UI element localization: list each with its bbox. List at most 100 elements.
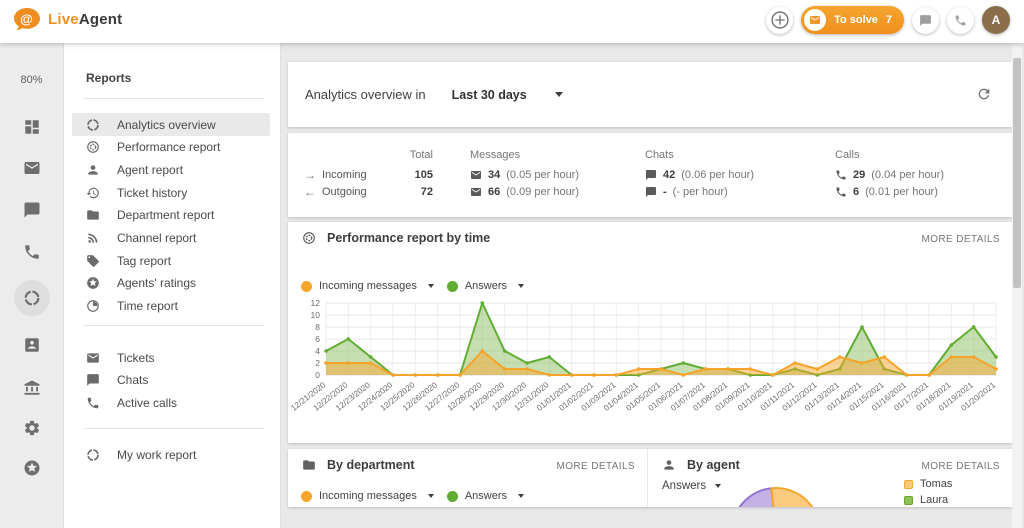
sidebar-item-label: Agent report: [117, 162, 184, 177]
arrow-right-icon: →: [304, 168, 316, 182]
sidebar-item-analytics-overview[interactable]: Analytics overview: [72, 113, 270, 136]
legend-answers[interactable]: Answers: [446, 280, 525, 292]
messages-rate: (0.05 per hour): [506, 169, 580, 181]
svg-text:4: 4: [315, 346, 320, 356]
legend-label: Tomas: [920, 478, 953, 490]
phone-icon: [23, 243, 41, 261]
rail-item-bank[interactable]: [14, 370, 50, 406]
ring-icon: [23, 289, 41, 307]
total-value: 105: [414, 169, 433, 181]
col-calls: Calls: [835, 149, 860, 161]
sidebar-item-channel-report[interactable]: Channel report: [72, 227, 270, 250]
legend-answers[interactable]: Answers: [446, 490, 525, 502]
rail-item-star-circle[interactable]: [14, 450, 50, 486]
sidebar-item-label: Ticket history: [117, 185, 188, 200]
liveagent-logo[interactable]: @ LiveAgent: [13, 7, 122, 31]
stats-row-incoming: → Incoming 105 34 (0.05 per hour) 42 (0.06…: [288, 169, 1012, 184]
calls-button[interactable]: [947, 6, 974, 34]
chevron-down-icon: [554, 92, 563, 97]
calls-value: 29: [853, 169, 866, 181]
legend-dot: [301, 280, 312, 292]
by-department-panel: By department MORE DETAILS Incoming mess…: [288, 449, 647, 507]
sidebar-item-tickets[interactable]: Tickets: [72, 346, 270, 369]
svg-text:10: 10: [311, 310, 321, 320]
legend-dot: [446, 490, 458, 502]
sidebar-item-label: My work report: [117, 447, 197, 462]
sidebar-item-chats[interactable]: Chats: [72, 369, 270, 392]
legend-label: Answers: [464, 490, 508, 502]
calls-rate: (0.04 per hour): [871, 169, 945, 181]
legend-dot: [446, 280, 458, 292]
sidebar-item-agents-ratings[interactable]: Agents' ratings: [72, 272, 270, 295]
mail-icon: [470, 169, 482, 181]
chat-icon: [919, 14, 932, 27]
agent-pie-chart: [738, 486, 814, 507]
scrollbar-thumb[interactable]: [1013, 58, 1021, 288]
divider: [84, 325, 264, 326]
legend-dot: [301, 490, 312, 502]
sidebar-title: Reports: [86, 71, 132, 85]
chat-icon: [86, 373, 100, 387]
rss-icon: [86, 231, 100, 245]
col-chats: Chats: [645, 149, 674, 161]
history-icon: [86, 186, 100, 200]
mail-icon: [86, 351, 100, 365]
mail-icon: [470, 186, 482, 198]
sidebar-item-time-report[interactable]: Time report: [72, 295, 270, 318]
sidebar-item-tag-report[interactable]: Tag report: [72, 249, 270, 272]
section-title: By agent: [687, 458, 740, 472]
legend-tomas[interactable]: Tomas: [904, 478, 952, 490]
svg-text:12: 12: [311, 298, 321, 308]
sidebar-item-label: Time report: [117, 299, 178, 314]
rail-item-dashboard[interactable]: [14, 109, 50, 145]
to-solve-button[interactable]: To solve 7: [801, 6, 904, 34]
liveagent-bubble-icon: @: [13, 7, 41, 31]
legend-incoming-messages[interactable]: Incoming messages: [301, 490, 434, 502]
sidebar-item-my-work-report[interactable]: My work report: [72, 443, 270, 466]
rail-item-mail[interactable]: [14, 150, 50, 186]
sidebar-item-ticket-history[interactable]: Ticket history: [72, 181, 270, 204]
chevron-down-icon: [518, 494, 525, 498]
add-button[interactable]: [766, 6, 794, 34]
ring-icon: [86, 118, 100, 132]
star-circle-icon: [23, 459, 41, 477]
agent-metric-select[interactable]: Answers: [662, 480, 722, 492]
sidebar-item-department-report[interactable]: Department report: [72, 204, 270, 227]
divider: [84, 98, 264, 99]
usage-percentage: 80%: [20, 74, 43, 86]
scrollbar-track[interactable]: [1012, 43, 1022, 528]
rail-item-contact-card[interactable]: [14, 327, 50, 363]
date-range-select[interactable]: Last 30 days: [452, 88, 563, 102]
sidebar-item-label: Analytics overview: [117, 117, 216, 132]
stats-card: Total Messages Chats Calls → Incoming 10…: [288, 133, 1012, 217]
bank-icon: [23, 379, 41, 397]
chats-button[interactable]: [912, 6, 939, 34]
sidebar-item-active-calls[interactable]: Active calls: [72, 391, 270, 414]
avatar[interactable]: A: [982, 6, 1010, 34]
rail-item-chat[interactable]: [14, 192, 50, 228]
phone-icon: [835, 186, 847, 198]
refresh-button[interactable]: [976, 86, 992, 102]
legend-label: Laura: [920, 494, 949, 506]
sidebar-item-performance-report[interactable]: Performance report: [72, 136, 270, 159]
person-icon: [662, 458, 676, 472]
svg-text:0: 0: [315, 370, 320, 380]
legend-laura[interactable]: Laura: [904, 494, 952, 506]
legend-incoming-messages[interactable]: Incoming messages: [301, 280, 434, 292]
to-solve-label: To solve: [834, 14, 878, 26]
more-details-link[interactable]: MORE DETAILS: [921, 461, 1000, 472]
messages-value: 34: [488, 169, 501, 181]
legend-label: Answers: [464, 280, 508, 292]
rail-item-phone[interactable]: [14, 234, 50, 270]
performance-report-card: Performance report by time MORE DETAILS …: [288, 222, 1012, 443]
rail-item-ring[interactable]: [13, 280, 50, 316]
brand-text: LiveAgent: [48, 10, 123, 28]
phone-icon: [954, 14, 967, 27]
total-value: 72: [420, 186, 433, 198]
row-label: Outgoing: [322, 186, 367, 198]
more-details-link[interactable]: MORE DETAILS: [921, 234, 1000, 245]
sidebar-item-agent-report[interactable]: Agent report: [72, 158, 270, 181]
rail-item-gear[interactable]: [14, 410, 50, 446]
more-details-link[interactable]: MORE DETAILS: [556, 461, 635, 472]
legend-label: Incoming messages: [319, 490, 417, 502]
